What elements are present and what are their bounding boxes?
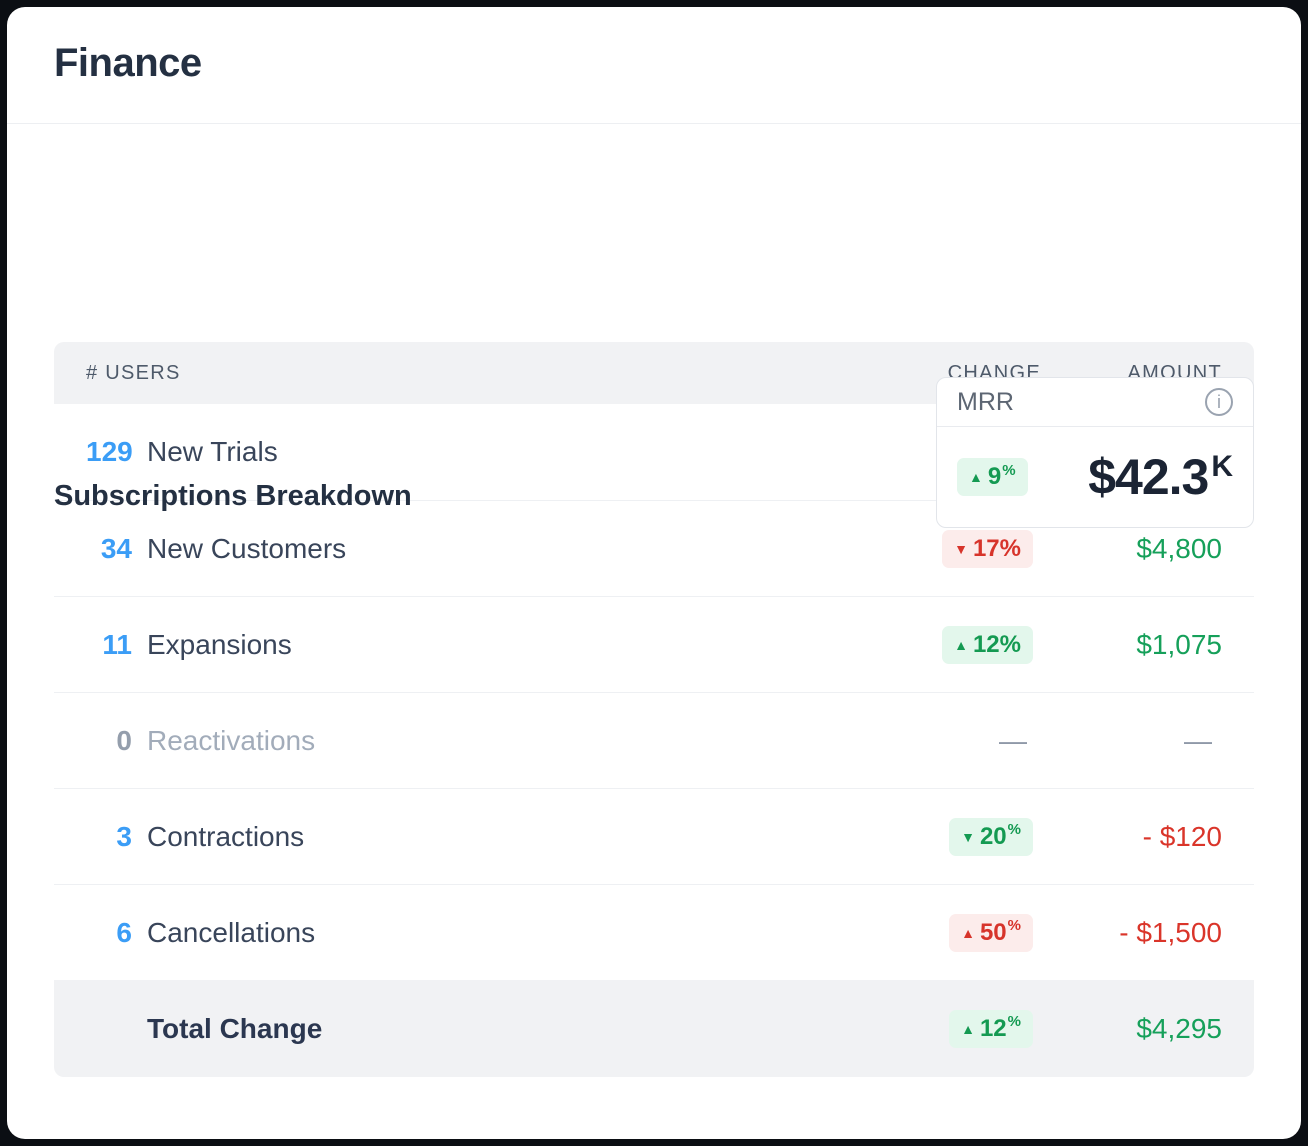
arrow-down-icon: ▼ bbox=[954, 540, 968, 557]
amount-cell: $1,075 bbox=[1136, 628, 1222, 660]
table-row-reactivations: 0 Reactivations — — bbox=[54, 692, 1254, 788]
user-count[interactable]: 34 bbox=[100, 532, 132, 564]
change-value: 17 bbox=[972, 534, 1000, 562]
amount-cell: - $1,500 bbox=[1119, 916, 1222, 948]
amount-cell: $4,800 bbox=[1136, 532, 1222, 564]
arrow-up-icon: ▲ bbox=[961, 1020, 975, 1037]
mrr-unit: K bbox=[1211, 450, 1233, 483]
info-icon[interactable]: i bbox=[1205, 388, 1233, 416]
percent-sign: % bbox=[1007, 917, 1021, 934]
user-count[interactable]: 6 bbox=[116, 916, 132, 948]
row-label: New Customers bbox=[147, 532, 347, 564]
mrr-card-header: MRR i bbox=[937, 378, 1253, 427]
amount-cell: — bbox=[1041, 725, 1254, 757]
table-row-contractions: 3 Contractions ▼ 20% - $120 bbox=[54, 788, 1254, 884]
change-cell: — bbox=[881, 725, 1041, 757]
table-row-cancellations: 6 Cancellations ▲ 50% - $1,500 bbox=[54, 884, 1254, 980]
table-row-new-customers: 34 New Customers ▼ 17% $4,800 bbox=[54, 500, 1254, 596]
user-count: 0 bbox=[116, 724, 132, 756]
mrr-value: $42.3 K bbox=[1088, 448, 1233, 506]
row-label: Reactivations bbox=[147, 724, 316, 756]
info-icon-glyph: i bbox=[1217, 392, 1221, 412]
percent-sign: % bbox=[1002, 461, 1016, 479]
arrow-up-icon: ▲ bbox=[961, 924, 975, 941]
panel-header: Finance bbox=[7, 7, 1301, 124]
percent-sign: % bbox=[1007, 1013, 1021, 1030]
change-badge: ▲ 12% bbox=[942, 625, 1033, 664]
change-value: 12 bbox=[972, 630, 1000, 658]
change-badge: ▼ 20% bbox=[949, 817, 1033, 856]
mrr-card: MRR i ▲ 9% $42.3 K bbox=[936, 377, 1254, 528]
arrow-up-icon: ▲ bbox=[954, 636, 968, 653]
user-count[interactable]: 11 bbox=[102, 628, 132, 660]
mrr-label: MRR bbox=[957, 387, 1014, 416]
change-badge: ▲ 50% bbox=[949, 913, 1033, 952]
change-cell: ▲ 12% bbox=[881, 1009, 1041, 1048]
table-row-total-change: Total Change ▲ 12% $4,295 bbox=[54, 980, 1254, 1077]
panel-content: MRR i ▲ 9% $42.3 K Subscriptions Breakdown… bbox=[7, 342, 1301, 1139]
mrr-change-badge: ▲ 9% bbox=[957, 458, 1028, 496]
arrow-up-icon: ▲ bbox=[969, 469, 983, 485]
change-value: 12 bbox=[979, 1014, 1007, 1042]
row-label: Expansions bbox=[147, 628, 292, 660]
user-count[interactable]: 129 bbox=[86, 436, 133, 467]
amount-cell: $4,295 bbox=[1136, 1012, 1222, 1044]
table-header: # USERS CHANGE AMOUNT bbox=[54, 342, 1254, 404]
mrr-card-body: ▲ 9% $42.3 K bbox=[937, 427, 1253, 527]
change-value: 20 bbox=[979, 822, 1007, 850]
section-title: Subscriptions Breakdown bbox=[54, 480, 412, 512]
row-label: New Trials bbox=[147, 436, 278, 467]
user-count[interactable]: 3 bbox=[116, 820, 132, 852]
percent-sign: % bbox=[999, 534, 1021, 562]
row-label: Contractions bbox=[147, 820, 305, 852]
mrr-amount: $42.3 bbox=[1088, 449, 1209, 505]
empty-value-dash: — bbox=[1184, 724, 1212, 756]
change-badge: ▼ 17% bbox=[942, 529, 1033, 568]
change-badge: ▲ 12% bbox=[949, 1009, 1033, 1048]
change-cell: ▼ 20% bbox=[881, 817, 1041, 856]
amount-cell: - $120 bbox=[1142, 820, 1222, 852]
percent-sign: % bbox=[999, 630, 1021, 658]
arrow-down-icon: ▼ bbox=[961, 828, 975, 845]
change-value: 50 bbox=[979, 918, 1007, 946]
empty-value-dash: — bbox=[999, 724, 1027, 756]
percent-sign: % bbox=[1007, 821, 1021, 838]
page-title: Finance bbox=[54, 41, 202, 85]
change-cell: ▲ 50% bbox=[881, 913, 1041, 952]
col-header-users: # USERS bbox=[86, 361, 181, 384]
total-label: Total Change bbox=[147, 1012, 323, 1044]
mrr-change-value: 9 bbox=[987, 463, 1002, 490]
table-row-expansions: 11 Expansions ▲ 12% $1,075 bbox=[54, 596, 1254, 692]
change-cell: ▼ 17% bbox=[881, 529, 1041, 568]
row-label: Cancellations bbox=[147, 916, 316, 948]
change-cell: ▲ 12% bbox=[881, 625, 1041, 664]
finance-panel: Finance MRR i ▲ 9% $42.3 K Subscriptions B… bbox=[7, 7, 1301, 1139]
